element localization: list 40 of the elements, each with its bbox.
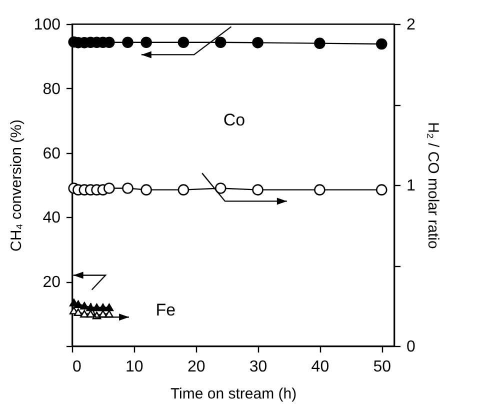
point — [376, 38, 388, 50]
y-tick-label: 60 — [42, 145, 61, 162]
y-tick-label: 40 — [42, 210, 61, 227]
x-axis-title: Time on stream (h) — [170, 386, 297, 402]
annotation: Fe — [156, 300, 176, 320]
point — [140, 36, 152, 48]
y-axis-title: CH₄ conversion (%) — [8, 120, 25, 252]
point — [140, 184, 152, 196]
point — [214, 182, 226, 194]
point — [104, 182, 115, 194]
point — [80, 302, 89, 310]
y2-tick-label: 2 — [406, 16, 416, 34]
point — [86, 310, 95, 318]
x-tick-label: 10 — [126, 358, 144, 376]
y-tick-label: 100 — [34, 16, 61, 34]
point — [314, 38, 326, 49]
point — [214, 36, 226, 48]
x-tick-label: 20 — [187, 358, 206, 376]
x-tick-label: 40 — [311, 358, 330, 376]
point — [252, 184, 264, 196]
y2-axis-title: H₂ / CO molar ratio — [424, 122, 442, 249]
annotation: Co — [223, 110, 246, 130]
point — [74, 308, 83, 316]
x-tick-label: 0 — [72, 358, 82, 376]
point — [80, 310, 89, 318]
point — [178, 36, 190, 48]
y-tick-label: 20 — [42, 274, 61, 292]
point — [376, 184, 388, 196]
point — [314, 184, 326, 196]
point — [178, 184, 190, 196]
point — [252, 37, 264, 48]
x-tick-label: 50 — [373, 358, 392, 376]
y2-tick-label: 1 — [406, 178, 416, 194]
point — [104, 304, 114, 312]
point — [74, 300, 83, 308]
x-tick-label: 30 — [249, 358, 268, 376]
y2-tick-label: 0 — [406, 338, 416, 356]
point — [122, 182, 134, 194]
point — [122, 36, 134, 48]
y-tick-label: 80 — [42, 80, 61, 98]
